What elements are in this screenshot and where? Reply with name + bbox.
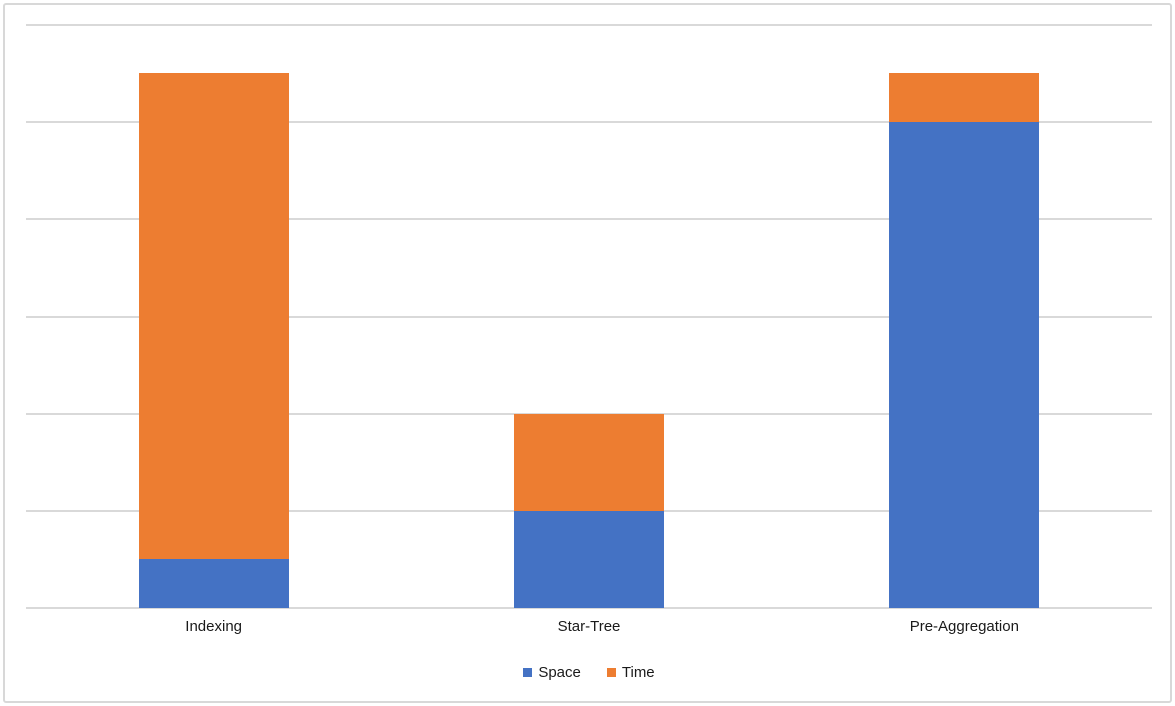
plot-area (26, 24, 1152, 609)
category-label-indexing: Indexing (185, 618, 243, 635)
legend-swatch-space-icon (523, 668, 533, 677)
gridline-y-6 (26, 24, 1152, 26)
bar-segment-time-star-tree (514, 414, 664, 511)
category-label-pre-aggregation: Pre-Aggregation (909, 618, 1019, 635)
legend: Space Time (26, 664, 1152, 681)
gridline-y-4 (26, 218, 1152, 220)
gridline-y-5 (26, 121, 1152, 123)
gridline-y-0 (26, 607, 1152, 609)
chart-border (3, 3, 1172, 703)
gridline-y-3 (26, 316, 1152, 318)
legend-entry-time: Time (606, 664, 655, 681)
bar-segment-space-indexing (139, 559, 289, 608)
bar-segment-time-pre-aggregation (889, 73, 1039, 122)
bar-segment-space-star-tree (514, 511, 664, 608)
legend-swatch-time-icon (606, 668, 616, 677)
bar-segment-space-pre-aggregation (889, 122, 1039, 608)
legend-label-space: Space (538, 664, 581, 681)
bar-segment-time-indexing (139, 73, 289, 559)
legend-label-time: Time (621, 664, 655, 681)
category-label-star-tree: Star-Tree (557, 618, 621, 635)
category-axis: Indexing Star-Tree Pre-Aggregation (26, 618, 1152, 635)
legend-entry-space: Space (523, 664, 581, 681)
